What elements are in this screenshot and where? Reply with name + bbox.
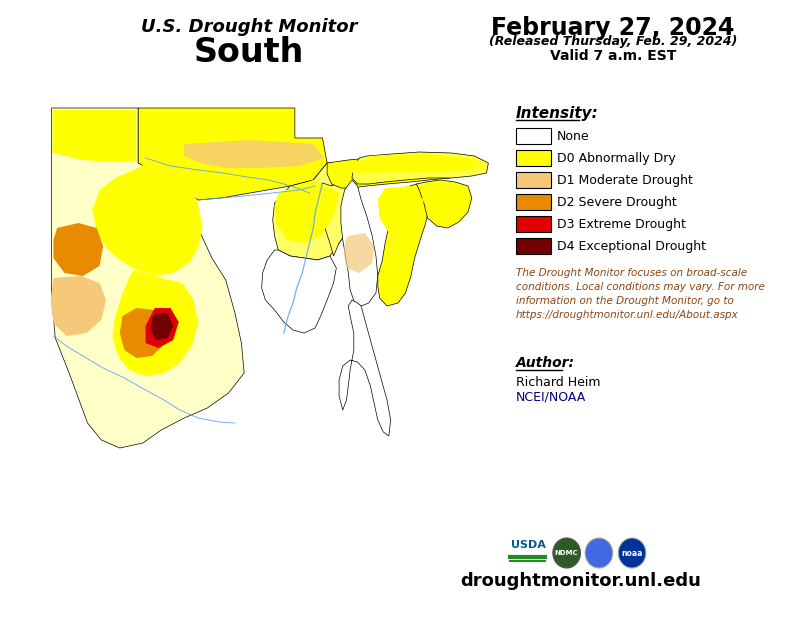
Bar bbox=[516, 216, 551, 232]
Polygon shape bbox=[50, 276, 106, 336]
Text: USDA: USDA bbox=[510, 540, 546, 550]
Polygon shape bbox=[150, 313, 174, 340]
Circle shape bbox=[553, 538, 581, 568]
Polygon shape bbox=[330, 156, 472, 173]
Text: D4 Exceptional Drought: D4 Exceptional Drought bbox=[557, 240, 706, 253]
Polygon shape bbox=[274, 180, 339, 243]
Polygon shape bbox=[140, 110, 293, 146]
Text: The Drought Monitor focuses on broad-scale
conditions. Local conditions may vary: The Drought Monitor focuses on broad-sca… bbox=[516, 268, 765, 320]
Text: None: None bbox=[557, 130, 589, 143]
Text: Richard Heim: Richard Heim bbox=[516, 376, 601, 389]
Bar bbox=[516, 194, 551, 210]
Polygon shape bbox=[262, 250, 336, 333]
Polygon shape bbox=[184, 140, 324, 168]
Polygon shape bbox=[352, 152, 488, 184]
Polygon shape bbox=[54, 223, 103, 276]
Polygon shape bbox=[273, 163, 358, 260]
Text: D3 Extreme Drought: D3 Extreme Drought bbox=[557, 218, 686, 231]
Bar bbox=[516, 150, 551, 166]
Text: D0 Abnormally Dry: D0 Abnormally Dry bbox=[557, 151, 675, 164]
Polygon shape bbox=[344, 233, 374, 273]
Text: D1 Moderate Drought: D1 Moderate Drought bbox=[557, 174, 693, 187]
Polygon shape bbox=[92, 163, 202, 276]
Text: Intensity:: Intensity: bbox=[516, 106, 598, 121]
Text: February 27, 2024: February 27, 2024 bbox=[491, 16, 734, 40]
Text: NDMC: NDMC bbox=[555, 550, 578, 556]
Polygon shape bbox=[146, 308, 178, 348]
Text: noaa: noaa bbox=[622, 549, 642, 557]
Polygon shape bbox=[327, 154, 474, 188]
Polygon shape bbox=[417, 180, 472, 228]
Circle shape bbox=[618, 538, 646, 568]
Polygon shape bbox=[378, 184, 430, 306]
Polygon shape bbox=[378, 186, 424, 233]
Polygon shape bbox=[120, 308, 168, 358]
Text: D2 Severe Drought: D2 Severe Drought bbox=[557, 195, 676, 208]
Bar bbox=[516, 128, 551, 144]
Bar bbox=[516, 238, 551, 254]
Polygon shape bbox=[51, 108, 244, 448]
Bar bbox=[516, 172, 551, 188]
Text: Valid 7 a.m. EST: Valid 7 a.m. EST bbox=[550, 49, 676, 63]
Text: NCEI/NOAA: NCEI/NOAA bbox=[516, 391, 586, 404]
Polygon shape bbox=[318, 180, 358, 256]
Polygon shape bbox=[366, 153, 486, 170]
Text: (Released Thursday, Feb. 29, 2024): (Released Thursday, Feb. 29, 2024) bbox=[489, 35, 737, 48]
Polygon shape bbox=[53, 110, 136, 162]
Text: U.S. Drought Monitor: U.S. Drought Monitor bbox=[141, 18, 357, 36]
Text: droughtmonitor.unl.edu: droughtmonitor.unl.edu bbox=[460, 572, 701, 590]
Polygon shape bbox=[113, 270, 198, 376]
Polygon shape bbox=[339, 300, 390, 436]
Polygon shape bbox=[341, 180, 378, 306]
Polygon shape bbox=[138, 108, 327, 200]
Text: Author:: Author: bbox=[516, 356, 575, 370]
Text: South: South bbox=[194, 36, 304, 69]
Circle shape bbox=[585, 538, 613, 568]
